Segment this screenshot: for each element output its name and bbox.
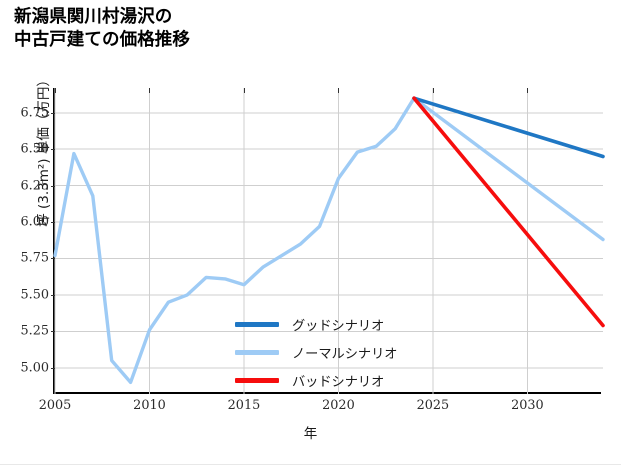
y-tick-label: 6.25 xyxy=(20,178,50,194)
legend-color-swatch xyxy=(235,378,279,383)
x-tick-mark xyxy=(55,88,56,93)
series-line-bad xyxy=(412,96,605,328)
legend-label: バッドシナリオ xyxy=(292,375,385,390)
chart-legend: グッドシナリオ ノーマルシナリオ バッドシナリオ xyxy=(235,316,398,390)
y-tick-mark xyxy=(50,294,55,296)
x-axis-label: 年 xyxy=(303,426,318,442)
y-tick-label: 5.50 xyxy=(20,287,50,303)
y-tick-mark xyxy=(50,367,55,369)
y-tick-mark xyxy=(50,185,55,187)
legend-label: ノーマルシナリオ xyxy=(292,347,398,362)
legend-label: グッドシナリオ xyxy=(292,319,385,334)
series-lines xyxy=(53,96,605,385)
x-tick-mark xyxy=(432,88,434,93)
series-line-good xyxy=(412,96,605,159)
gridlines xyxy=(54,88,603,394)
x-tick-mark xyxy=(527,88,529,93)
y-tick-mark xyxy=(50,331,55,333)
y-tick-label: 5.25 xyxy=(20,323,50,339)
chart-title: 新潟県関川村湯沢の 中古戸建ての価格推移 xyxy=(14,7,190,51)
legend-item[interactable]: グッドシナリオ xyxy=(235,316,398,334)
y-tick-mark xyxy=(50,258,55,260)
x-tick-label: 2015 xyxy=(227,398,261,413)
y-tick-mark xyxy=(50,149,55,151)
plot-canvas xyxy=(53,88,605,394)
y-tick-label: 5.75 xyxy=(20,250,50,266)
series-line-normal xyxy=(53,96,605,385)
x-tick-label: 2020 xyxy=(322,398,355,413)
legend-item[interactable]: ノーマルシナリオ xyxy=(235,344,398,362)
y-tick-mark xyxy=(50,222,55,224)
x-tick-label: 2005 xyxy=(38,398,72,413)
y-tick-mark xyxy=(50,112,55,114)
x-tick-mark xyxy=(243,88,245,93)
x-tick-mark xyxy=(338,88,340,93)
y-tick-label: 6.75 xyxy=(20,105,50,121)
x-tick-mark xyxy=(149,88,151,93)
legend-item[interactable]: バッドシナリオ xyxy=(235,372,398,390)
plot-area: 5.00 5.25 5.50 5.75 6.00 6.25 6.50 6.75 2005 201… xyxy=(21,88,605,413)
y-tick-label: 6.50 xyxy=(20,141,50,157)
legend-color-swatch xyxy=(235,322,279,327)
y-tick-label: 5.00 xyxy=(20,360,50,376)
x-tick-label: 2025 xyxy=(416,398,450,413)
x-tick-label: 2010 xyxy=(133,398,166,413)
y-tick-label: 6.00 xyxy=(20,214,50,230)
x-tick-label: 2030 xyxy=(511,398,544,413)
legend-color-swatch xyxy=(235,350,279,355)
